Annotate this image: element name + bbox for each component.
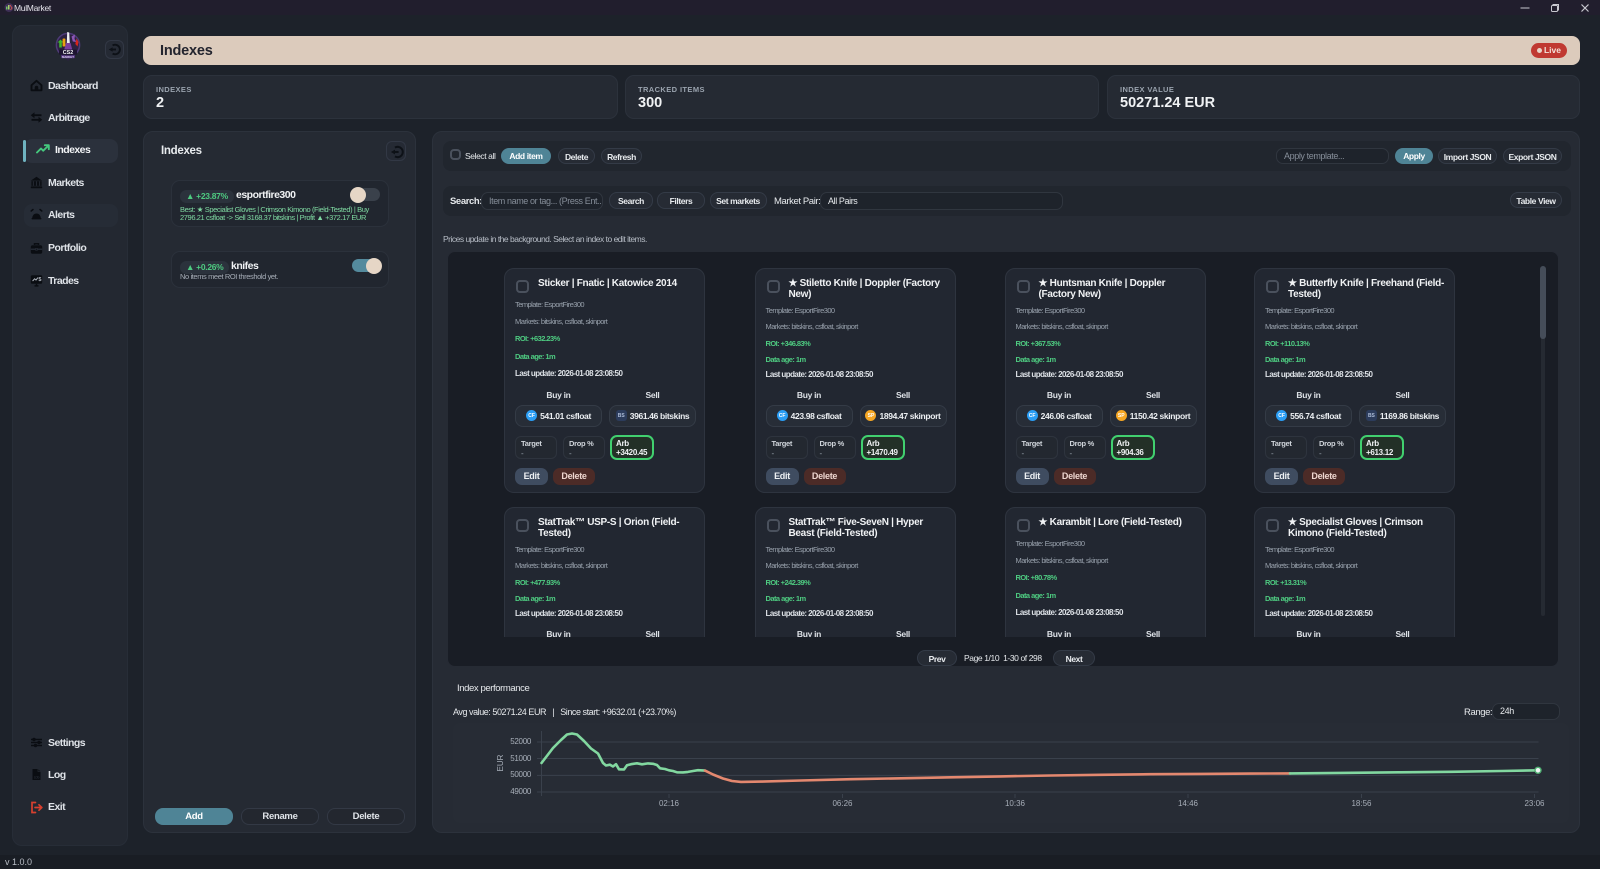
svg-text:LOG: LOG <box>34 776 40 780</box>
svg-text:MARKET: MARKET <box>62 55 74 59</box>
svg-text:EUR: EUR <box>496 754 505 771</box>
svg-text:CS2: CS2 <box>63 50 74 56</box>
svg-text:$: $ <box>38 277 42 283</box>
